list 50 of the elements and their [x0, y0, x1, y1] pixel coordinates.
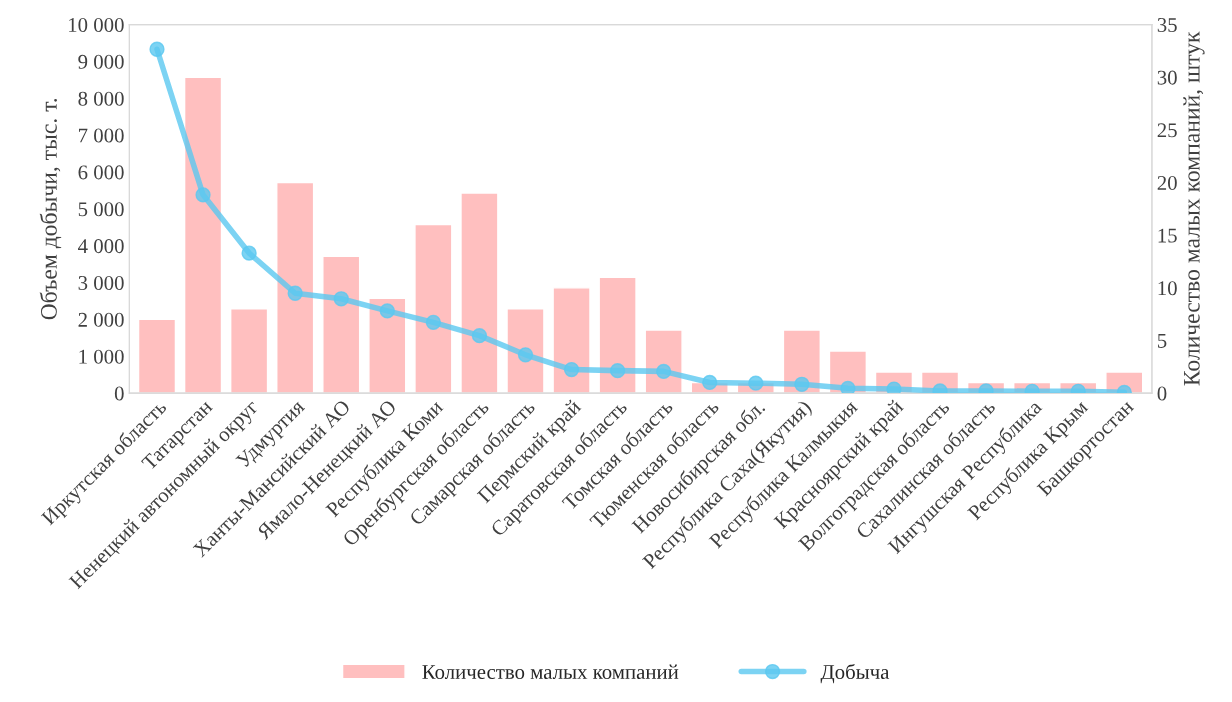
- point: [794, 376, 810, 392]
- bar: [137, 318, 177, 394]
- bar: [368, 297, 407, 394]
- bar: [276, 181, 315, 394]
- bar: [598, 276, 637, 394]
- point: [748, 375, 764, 391]
- y-tick-label: 6 000: [78, 165, 124, 180]
- y2-tick-label: 5: [1157, 334, 1167, 348]
- point: [379, 303, 395, 319]
- point: [333, 291, 349, 307]
- bar: [506, 308, 545, 394]
- bar: [460, 192, 499, 394]
- point: [563, 361, 580, 378]
- y2-tick-label: 25: [1157, 123, 1177, 138]
- y-tick-label: 3 000: [78, 275, 124, 290]
- bar: [183, 76, 223, 394]
- point: [471, 327, 488, 344]
- y-tick-label: 10 000: [69, 17, 124, 32]
- legend-label: Добыча: [820, 663, 890, 684]
- point: [517, 347, 534, 363]
- legend-label: Количество малых компаний: [422, 664, 679, 680]
- y-tick-label: 8 000: [78, 91, 124, 106]
- bar: [414, 223, 453, 394]
- y-tick-label: 4 000: [78, 239, 124, 254]
- y-tick-label: 1 000: [79, 349, 124, 364]
- point: [241, 245, 257, 261]
- point: [425, 314, 442, 330]
- point: [287, 285, 303, 301]
- y2-tick-label: 10: [1158, 281, 1177, 296]
- y2-axis-title: Количество малых компаний, штук: [1183, 31, 1205, 386]
- y-tick-label: 5 000: [78, 202, 124, 217]
- point: [656, 363, 672, 380]
- y-axis-title: Объем добычи, тыс. т.: [39, 98, 62, 320]
- point: [195, 187, 211, 203]
- y-tick-label: 0: [114, 386, 124, 401]
- bar: [229, 308, 269, 394]
- y-tick-label: 2 000: [78, 312, 124, 327]
- y-tick-label: 7 000: [79, 128, 124, 143]
- point: [840, 380, 856, 394]
- point: [149, 41, 165, 57]
- y2-tick-label: 0: [1157, 386, 1167, 401]
- y2-tick-label: 35: [1157, 18, 1177, 32]
- bar: [322, 255, 361, 394]
- point: [702, 374, 718, 391]
- bar: [552, 287, 591, 394]
- y-tick-label: 9 000: [78, 54, 124, 69]
- y2-tick-label: 20: [1157, 175, 1177, 190]
- y2-tick-label: 30: [1157, 70, 1177, 85]
- point: [609, 362, 626, 379]
- y2-tick-label: 15: [1158, 228, 1177, 243]
